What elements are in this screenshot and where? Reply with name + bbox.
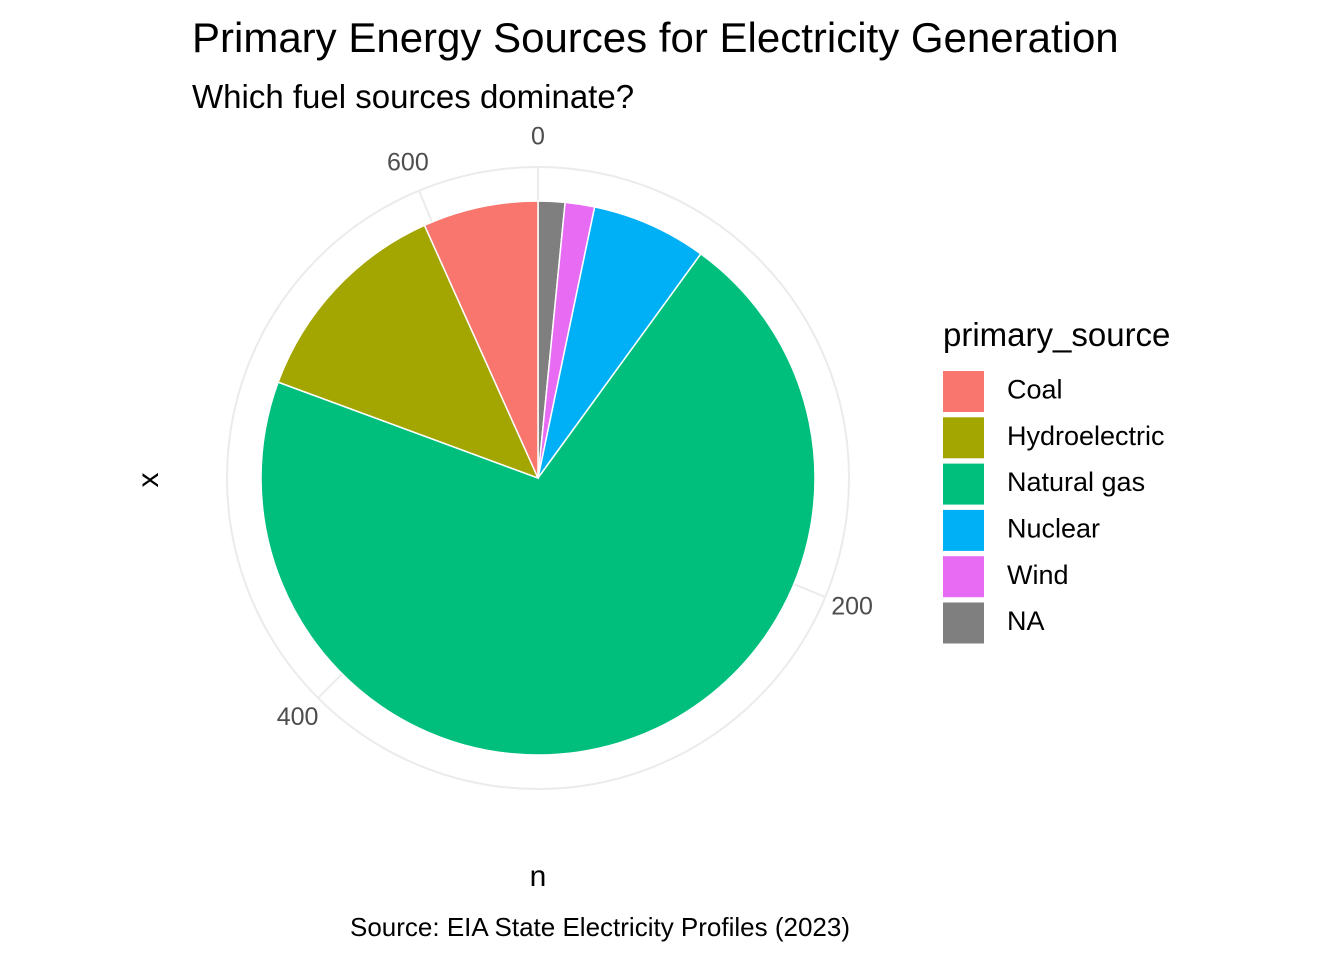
pie-slice-natural-gas <box>260 252 816 756</box>
tick-label: 400 <box>277 703 319 731</box>
legend-label: NA <box>1007 606 1045 636</box>
legend-label: Hydroelectric <box>1007 421 1165 451</box>
legend-label: Nuclear <box>1007 514 1100 544</box>
legend-label: Coal <box>1007 375 1063 405</box>
legend-label: Wind <box>1007 560 1069 590</box>
chart-subtitle: Which fuel sources dominate? <box>192 78 634 115</box>
legend-key <box>943 417 984 459</box>
legend-key <box>943 556 984 598</box>
legend-items: Coal Hydroelectric Natural gas Nuclear Wind N… <box>943 371 1165 644</box>
x-axis-title: n <box>530 860 547 893</box>
legend-label: Natural gas <box>1007 467 1145 497</box>
angle-tick-labels: 0 200 400 600 <box>277 123 873 731</box>
legend-key <box>943 509 984 551</box>
legend-key <box>943 371 984 412</box>
y-axis-title: x <box>132 473 165 488</box>
pie-slice-nuclear <box>537 205 702 479</box>
legend: primary_source Coal Hydroelectric Natural … <box>943 316 1170 644</box>
tick-label: 600 <box>387 149 429 177</box>
chart-title: Primary Energy Sources for Electricity G… <box>192 14 1119 61</box>
tick-label: 200 <box>831 593 873 621</box>
pie-slice-coal <box>423 200 539 479</box>
chart-caption: Source: EIA State Electricity Profiles (… <box>350 912 850 942</box>
tick-label: 0 <box>531 123 545 151</box>
legend-title: primary_source <box>943 316 1170 353</box>
pie-slice-hydroelectric <box>277 224 540 480</box>
legend-key <box>943 463 984 505</box>
pie-slices <box>260 200 816 756</box>
legend-key <box>943 602 984 644</box>
